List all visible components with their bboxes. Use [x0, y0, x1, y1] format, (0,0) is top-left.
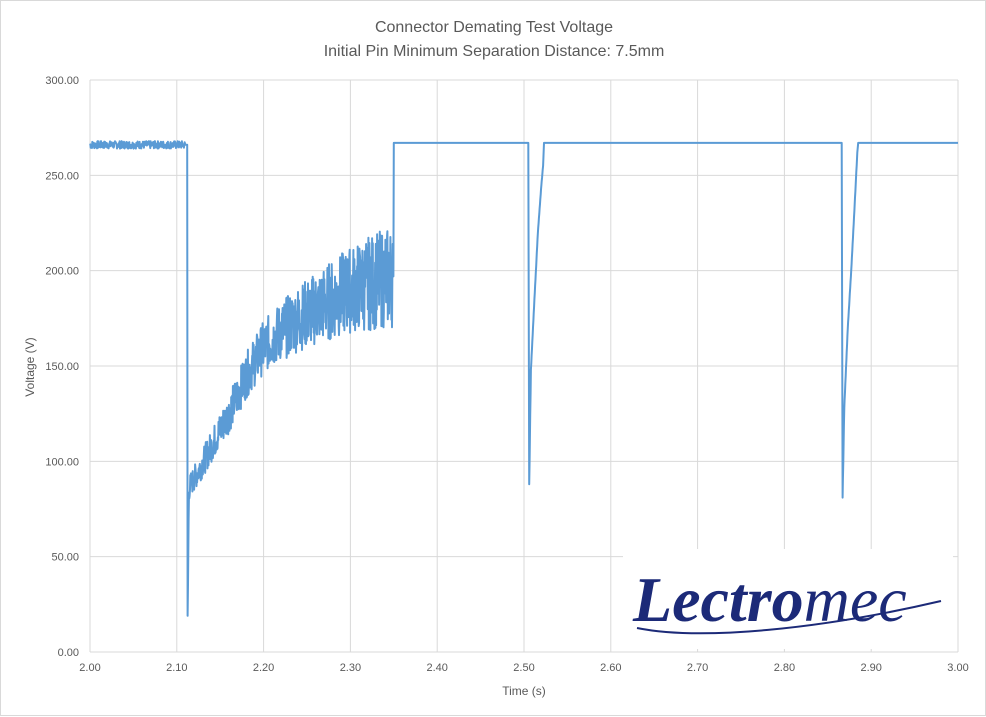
logo-text-bold: Lectro [632, 564, 804, 635]
x-tick-label: 2.70 [687, 662, 708, 674]
x-tick-label: 2.50 [513, 662, 534, 674]
x-tick-label: 2.40 [426, 662, 447, 674]
x-tick-label: 2.00 [79, 662, 100, 674]
x-tick-label: 2.30 [340, 662, 361, 674]
x-axis-label: Time (s) [502, 684, 546, 698]
logo-text: Lectromec [632, 564, 907, 635]
grid [89, 79, 959, 653]
x-tick-label: 2.60 [600, 662, 621, 674]
voltage-series-line [89, 140, 959, 617]
series-group [89, 140, 959, 617]
chart-title: Connector Demating Test Voltage [375, 19, 613, 36]
y-axis-label: Voltage (V) [23, 337, 37, 396]
y-tick-label: 50.00 [51, 552, 79, 564]
y-tick-label: 200.00 [45, 266, 79, 278]
x-tick-label: 3.00 [947, 662, 968, 674]
x-tick-label: 2.90 [860, 662, 881, 674]
x-axis-ticks: 2.00 2.10 2.20 2.30 2.40 2.50 2.60 2.70 2.80 2.90… [79, 662, 968, 674]
x-tick-label: 2.80 [774, 662, 795, 674]
y-tick-label: 150.00 [45, 361, 79, 373]
y-axis-ticks: 0.00 50.00 100.00 150.00 200.00 250.00 300.00 [45, 75, 79, 659]
y-tick-label: 300.00 [45, 75, 79, 87]
y-tick-label: 0.00 [58, 647, 79, 659]
chart-subtitle: Initial Pin Minimum Separation Distance:… [324, 43, 665, 60]
y-tick-label: 250.00 [45, 170, 79, 182]
logo-swoosh [636, 600, 942, 635]
x-tick-label: 2.10 [166, 662, 187, 674]
y-tick-label: 100.00 [45, 456, 79, 468]
lectromec-logo: Lectromec [623, 549, 953, 649]
x-tick-label: 2.20 [253, 662, 274, 674]
